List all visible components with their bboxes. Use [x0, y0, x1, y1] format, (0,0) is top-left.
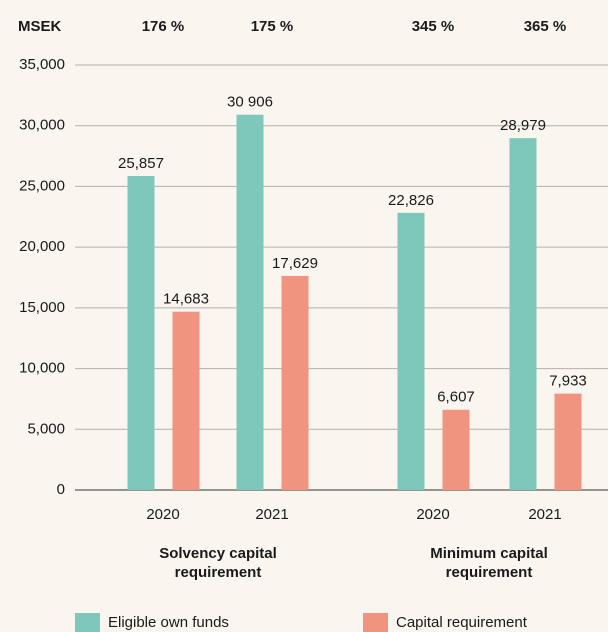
data-label: 14,683 — [163, 291, 209, 308]
y-tick-label: 10,000 — [19, 360, 65, 377]
data-label: 25,857 — [118, 155, 164, 172]
unit-label: MSEK — [18, 18, 62, 35]
y-tick-label: 20,000 — [19, 238, 65, 255]
y-tick-label: 25,000 — [19, 177, 65, 194]
bar — [236, 114, 264, 490]
bar — [127, 176, 155, 490]
y-tick-label: 15,000 — [19, 299, 65, 316]
bar — [442, 409, 470, 490]
x-tick-label: 2021 — [528, 506, 561, 523]
legend-label: Eligible own funds — [108, 614, 229, 631]
group-label: Minimum capital requirement — [430, 545, 548, 581]
data-label: 30 906 — [227, 94, 273, 111]
ratio-label: 175 % — [251, 18, 294, 35]
data-label: 28,979 — [500, 117, 546, 134]
bar — [509, 138, 537, 491]
x-tick-label: 2021 — [255, 506, 288, 523]
bar — [281, 275, 309, 490]
x-tick-label: 2020 — [416, 506, 449, 523]
data-label: 7,933 — [549, 373, 587, 390]
bar — [397, 212, 425, 490]
y-tick-label: 30,000 — [19, 117, 65, 134]
y-tick-label: 35,000 — [19, 56, 65, 73]
data-label: 22,826 — [388, 192, 434, 209]
data-label: 6,607 — [437, 389, 475, 406]
data-label: 17,629 — [272, 255, 318, 272]
y-tick-label: 0 — [57, 481, 65, 498]
ratio-label: 176 % — [142, 18, 185, 35]
legend-swatch — [75, 613, 100, 632]
legend-label: Capital requirement — [396, 614, 528, 631]
ratio-label: 365 % — [524, 18, 567, 35]
y-tick-label: 5,000 — [27, 420, 65, 437]
bar — [554, 393, 582, 490]
bar — [172, 311, 200, 490]
legend-swatch — [363, 613, 388, 632]
ratio-label: 345 % — [412, 18, 455, 35]
group-label: Solvency capital requirement — [159, 545, 277, 581]
x-tick-label: 2020 — [146, 506, 179, 523]
